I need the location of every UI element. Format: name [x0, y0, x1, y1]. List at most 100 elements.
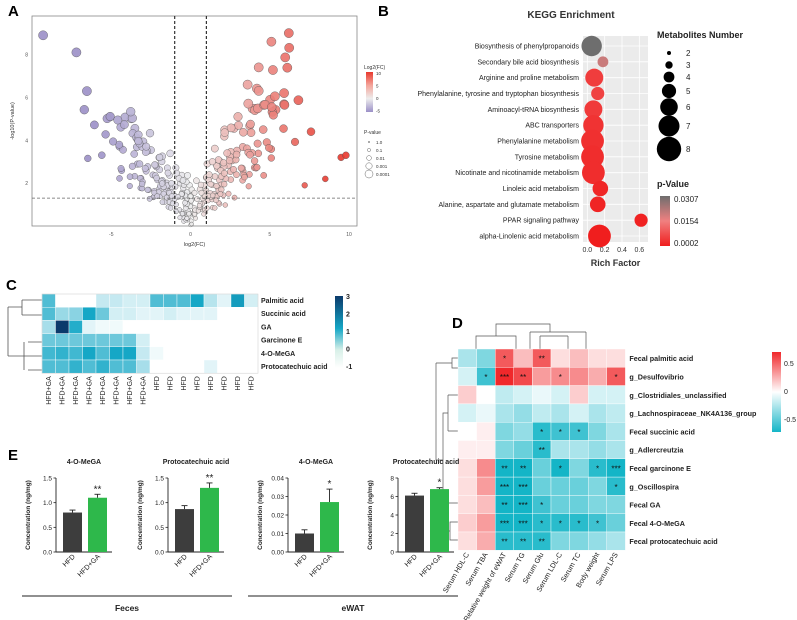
- pathway-bubble: [581, 129, 604, 153]
- volcano-point: [342, 151, 350, 160]
- volcano-point: [82, 86, 92, 96]
- size-legend-label: 3: [686, 61, 691, 70]
- bar-hfd-ga: [430, 489, 449, 552]
- volcano-point: [220, 159, 228, 167]
- correlation-cell: [457, 348, 477, 368]
- panel-label-e: E: [8, 447, 18, 464]
- heatmap-cell: [190, 293, 205, 308]
- size-legend-circle: [367, 148, 371, 152]
- heatmap-cell: [68, 320, 83, 334]
- row-dendrogram: [7, 299, 42, 371]
- y-tick-label: 1.5: [155, 476, 164, 483]
- heatmap-cell: [55, 346, 70, 361]
- heatmap-cell: [55, 293, 70, 308]
- pathway-label: Phenylalanine, tyrosine and tryptophan b…: [418, 91, 580, 98]
- correlation-cell: [457, 495, 477, 514]
- significance-marker: *: [328, 479, 332, 490]
- heatmap-cell: [217, 307, 232, 321]
- volcano-point: [265, 143, 273, 152]
- volcano-point: [293, 95, 304, 105]
- significance-star: **: [501, 538, 507, 547]
- correlation-cell: [588, 403, 608, 423]
- heatmap-cell: [68, 333, 83, 348]
- bar-hfd: [175, 509, 194, 552]
- bar-category-label: HFD+GA: [189, 553, 214, 578]
- correlation-cell: [476, 513, 496, 533]
- heatmap-cell: [68, 359, 83, 374]
- correlation-cell: [532, 476, 552, 496]
- volcano-point: [259, 125, 268, 134]
- size-legend-circle: [365, 162, 373, 170]
- bar-category-label: HFD: [174, 553, 189, 568]
- y-tick-label: 6: [25, 95, 28, 101]
- y-tick-label: 4: [390, 513, 394, 520]
- correlation-cell: [606, 513, 626, 533]
- volcano-point: [243, 98, 254, 109]
- x-axis-label: log2(FC): [184, 242, 206, 248]
- heatmap-cell: [190, 346, 205, 361]
- heatmap-scale-bar: [335, 296, 343, 368]
- heatmap-cell: [82, 307, 97, 321]
- correlation-row-label: g_Clostridiales_unclassified: [629, 391, 726, 400]
- size-legend-label: 0.0001: [376, 172, 390, 177]
- heatmap-cell: [55, 333, 70, 348]
- volcano-point: [220, 128, 229, 137]
- heatmap-cell: [176, 293, 191, 308]
- correlation-scale-label: 0.5: [784, 361, 794, 368]
- volcano-point: [283, 28, 294, 38]
- heatmap-cell: [163, 293, 178, 308]
- correlation-cell: [457, 440, 477, 459]
- heatmap-cell: [230, 333, 245, 348]
- heatmap-row-label: GA: [261, 324, 272, 331]
- heatmap-col-label: HFD: [249, 376, 256, 390]
- correlation-row-label: g_Lachnospiraceae_NK4A136_group: [629, 409, 757, 418]
- volcano-point: [233, 112, 243, 122]
- color-legend-label: 0.0002: [674, 239, 699, 248]
- y-tick-label: 0.0: [43, 550, 52, 557]
- volcano-point: [246, 128, 256, 137]
- significance-star: **: [501, 464, 507, 473]
- heatmap-scale-label: -1: [346, 364, 352, 371]
- volcano-point: [279, 124, 288, 133]
- heatmap-col-label: HFD+GA: [60, 376, 67, 405]
- heatmap-col-label: HFD+GA: [141, 376, 148, 405]
- correlation-cell: [532, 403, 552, 423]
- y-tick-label: 0.01: [271, 531, 284, 538]
- y-tick-label: 0.03: [271, 494, 284, 501]
- size-legend-label: 7: [686, 122, 691, 131]
- significance-star: ***: [500, 373, 509, 382]
- heatmap-cell: [190, 320, 205, 334]
- bar-hfd-ga: [200, 487, 219, 552]
- y-tick-label: 0.5: [43, 525, 52, 532]
- volcano-point: [182, 200, 188, 206]
- volcano-point: [145, 129, 155, 138]
- volcano-point: [120, 120, 129, 129]
- pathway-label: alpha-Linolenic acid metabolism: [479, 234, 579, 241]
- pathway-bubble: [582, 161, 605, 185]
- significance-star: **: [539, 446, 545, 455]
- heatmap-cell: [82, 320, 97, 334]
- correlation-cell: [569, 348, 589, 368]
- heatmap-cell: [41, 333, 56, 348]
- volcano-point: [142, 142, 151, 151]
- bar-hfd: [63, 512, 82, 552]
- bar-y-axis-label: Concentration (ng/mg): [137, 480, 144, 550]
- significance-star: *: [577, 519, 580, 528]
- correlation-row-label: g_Adlercreutzia: [629, 446, 684, 455]
- correlation-cell: [532, 458, 552, 478]
- volcano-point: [98, 151, 106, 159]
- heatmap-cell: [95, 293, 110, 308]
- significance-star: ***: [518, 519, 527, 528]
- volcano-point: [128, 162, 136, 170]
- volcano-point: [208, 158, 216, 166]
- volcano-point: [239, 128, 248, 137]
- y-tick-label: 0.02: [271, 513, 284, 520]
- heatmap-cell: [41, 320, 56, 334]
- volcano-point: [139, 180, 146, 188]
- correlation-cell: [588, 495, 608, 514]
- correlation-cell: [476, 458, 496, 478]
- correlation-cell: [476, 385, 496, 405]
- heatmap-cell: [217, 346, 232, 361]
- heatmap-cell: [203, 320, 218, 334]
- heatmap-cell: [163, 346, 178, 361]
